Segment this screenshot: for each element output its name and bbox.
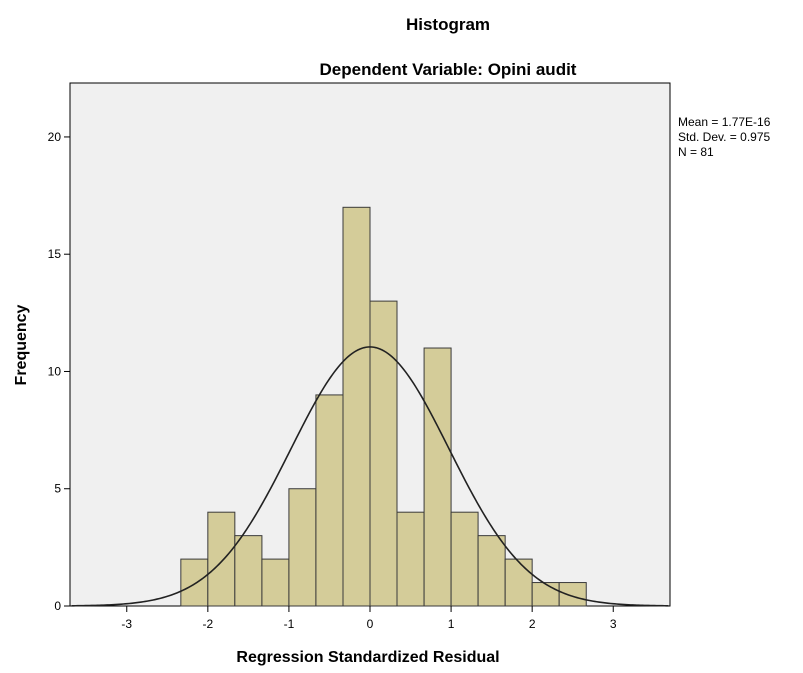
- chart-subtitle: Dependent Variable: Opini audit: [320, 60, 577, 79]
- chart-title: Histogram: [406, 15, 490, 34]
- x-tick-label: -1: [284, 617, 295, 631]
- x-tick-label: -2: [203, 617, 214, 631]
- histogram-bar: [369, 300, 398, 607]
- y-tick-label: 10: [48, 364, 62, 378]
- histogram-bar: [261, 558, 290, 607]
- x-tick-label: 2: [529, 617, 536, 631]
- y-tick-label: 15: [48, 247, 62, 261]
- normal-curve: [71, 346, 669, 607]
- x-axis: -3 -2 -1 0 1 2 3: [121, 606, 617, 631]
- histogram-bar: [423, 347, 452, 607]
- y-axis: 0 5 10 15 20: [48, 130, 70, 613]
- y-axis-title: Frequency: [13, 304, 30, 385]
- y-tick-label: 0: [54, 599, 61, 613]
- histogram-bar: [531, 582, 560, 607]
- y-tick-label: 20: [48, 130, 62, 144]
- histogram-bar: [288, 488, 317, 607]
- bars-group: [180, 206, 587, 607]
- histogram-bar: [504, 558, 533, 607]
- histogram-bar: [396, 511, 425, 607]
- histogram-bar: [342, 206, 371, 607]
- stats-n: N = 81: [678, 145, 714, 159]
- x-tick-label: 1: [448, 617, 455, 631]
- x-tick-label: 0: [367, 617, 374, 631]
- histogram-bar: [558, 582, 587, 607]
- histogram-bar: [207, 511, 236, 607]
- stats-std-dev: Std. Dev. = 0.975: [678, 130, 770, 144]
- stats-mean: Mean = 1.77E-16: [678, 115, 771, 129]
- histogram-bar: [315, 394, 344, 607]
- histogram-bar: [234, 535, 263, 607]
- x-tick-label: 3: [610, 617, 617, 631]
- histogram-bar: [477, 535, 506, 607]
- y-tick-label: 5: [54, 482, 61, 496]
- histogram-bar: [450, 511, 479, 607]
- x-axis-title: Regression Standardized Residual: [236, 649, 499, 666]
- x-tick-label: -3: [121, 617, 132, 631]
- histogram-bar: [180, 558, 209, 607]
